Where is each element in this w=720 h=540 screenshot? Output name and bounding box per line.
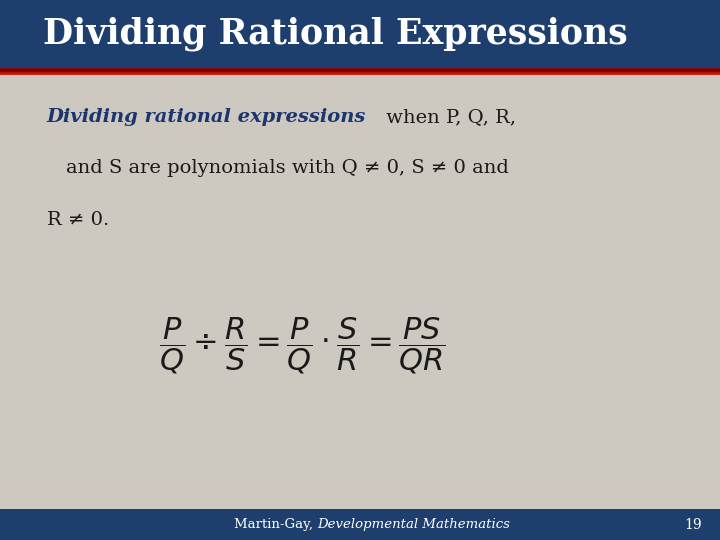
Text: Dividing Rational Expressions: Dividing Rational Expressions	[43, 17, 628, 51]
Bar	[0, 68, 720, 509]
Text: R ≠ 0.: R ≠ 0.	[47, 211, 109, 228]
Bar	[0, 509, 720, 540]
Text: Martin-Gay,: Martin-Gay,	[233, 518, 317, 531]
Text: $\dfrac{P}{Q} \div \dfrac{R}{S} = \dfrac{P}{Q} \cdot \dfrac{S}{R} = \dfrac{PS}{Q: $\dfrac{P}{Q} \div \dfrac{R}{S} = \dfrac…	[159, 315, 446, 376]
Text: 19: 19	[685, 518, 702, 531]
Text: Dividing rational expressions: Dividing rational expressions	[47, 108, 366, 126]
Text: when P, Q, R,: when P, Q, R,	[380, 108, 516, 126]
Text: and S are polynomials with Q ≠ 0, S ≠ 0 and: and S are polynomials with Q ≠ 0, S ≠ 0 …	[66, 159, 509, 177]
Bar	[0, 0, 720, 68]
Text: Developmental Mathematics: Developmental Mathematics	[317, 518, 510, 531]
